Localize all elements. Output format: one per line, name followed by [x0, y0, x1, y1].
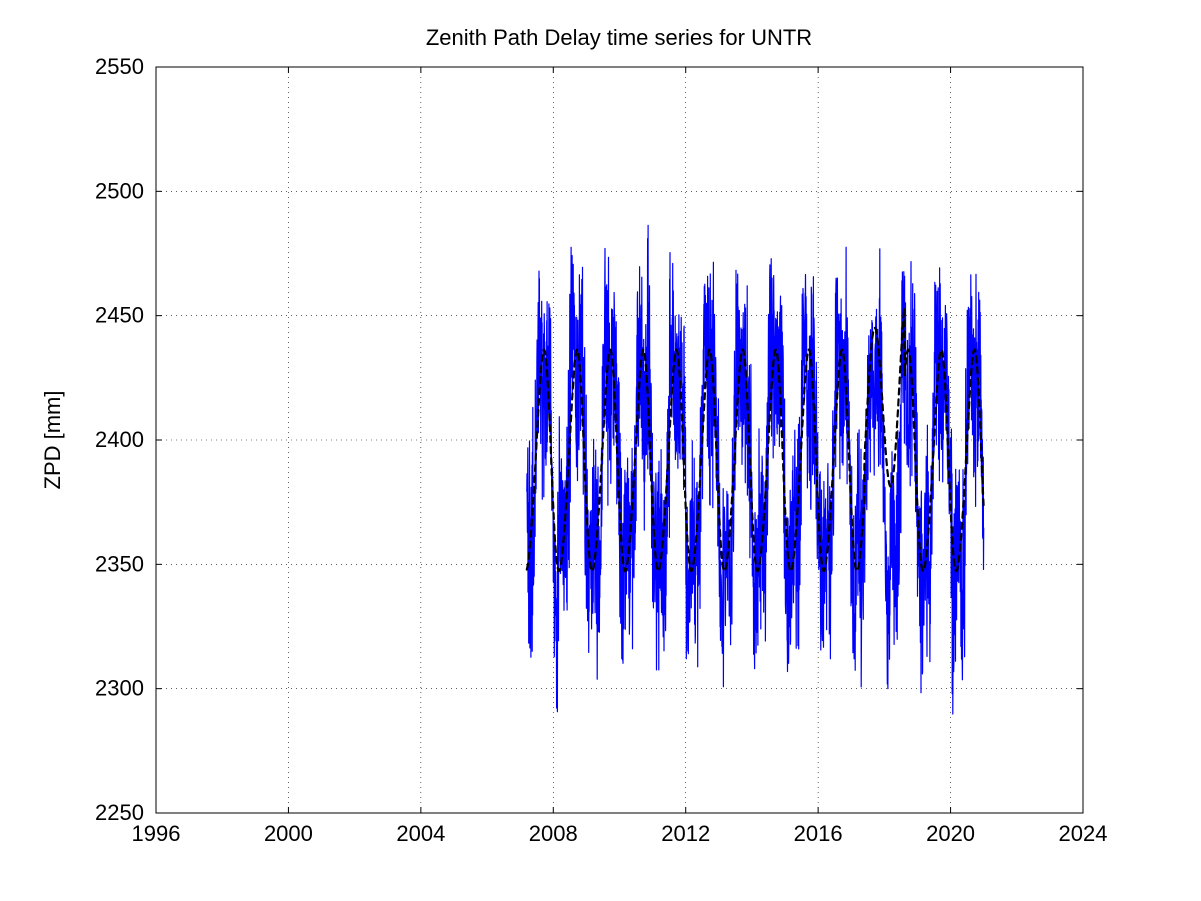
chart-container: Zenith Path Delay time series for UNTR 1…	[0, 0, 1201, 901]
x-tick-label: 2024	[1059, 821, 1108, 846]
x-tick-label: 2012	[661, 821, 710, 846]
y-tick-label: 2300	[95, 676, 144, 701]
x-tick-label: 2016	[794, 821, 843, 846]
y-axis-label: ZPD [mm]	[40, 391, 65, 490]
y-tick-label: 2400	[95, 427, 144, 452]
x-tick-labels: 19962000200420082012201620202024	[132, 821, 1108, 846]
y-tick-labels: 2250 2300 2350 2400 2450 2500 2550	[95, 54, 144, 825]
x-tick-label: 2008	[529, 821, 578, 846]
x-tick-label: 2020	[926, 821, 975, 846]
y-tick-label: 2250	[95, 800, 144, 825]
y-tick-label: 2550	[95, 54, 144, 79]
x-tick-label: 2000	[264, 821, 313, 846]
x-tick-label: 2004	[396, 821, 445, 846]
y-tick-label: 2450	[95, 303, 144, 328]
y-tick-label: 2500	[95, 178, 144, 203]
y-tick-label: 2350	[95, 551, 144, 576]
zpd-timeseries-chart: Zenith Path Delay time series for UNTR 1…	[0, 0, 1201, 901]
chart-title: Zenith Path Delay time series for UNTR	[426, 25, 812, 50]
